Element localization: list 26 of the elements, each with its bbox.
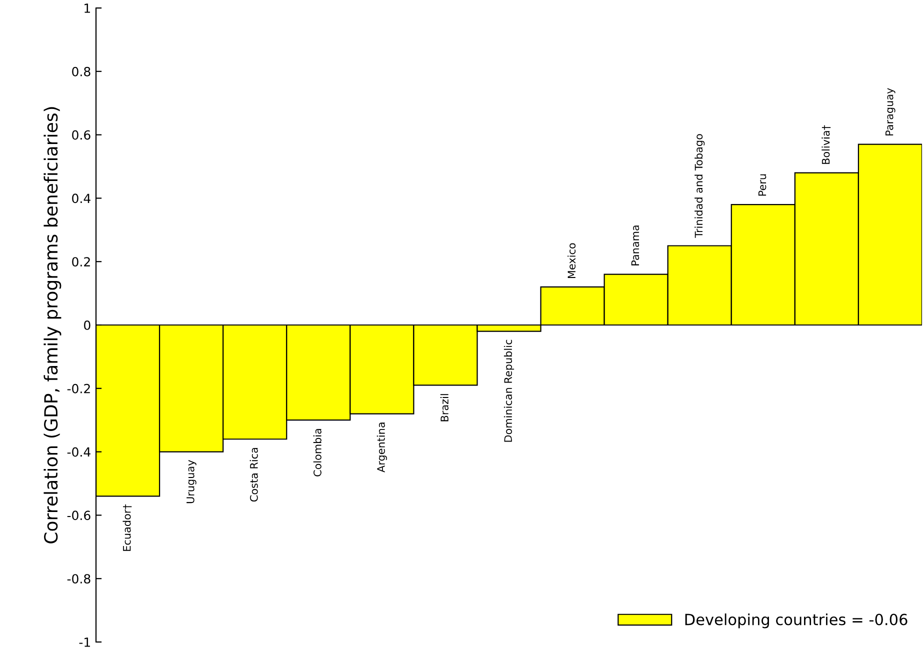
x-tick-label: Panama <box>631 226 640 266</box>
y-tick-label: 0.8 <box>72 66 90 76</box>
legend-label: Developing countries = -0.06 <box>685 613 908 628</box>
x-tick-label: Dominican Republic <box>504 340 514 442</box>
y-tick-label: 1 <box>84 4 90 13</box>
x-tick-label: Brazil <box>440 394 448 422</box>
x-tick-label: Paraguay <box>886 88 896 136</box>
x-tick-label: Colombia <box>313 428 322 476</box>
y-tick-label: 0.4 <box>72 194 90 204</box>
x-tick-label: Costa Rica <box>250 448 258 502</box>
y-tick-label: -0.8 <box>67 574 90 584</box>
y-axis-title: Correlation (GDP, family programs beneficiaries) <box>44 107 62 544</box>
x-tick-label: Ecuador† <box>122 504 132 551</box>
y-tick-label: -0.6 <box>67 510 90 520</box>
y-tick-label: 0 <box>84 320 90 330</box>
y-tick-label: 0.2 <box>72 257 90 267</box>
x-tick-label: Peru <box>758 174 766 196</box>
x-tick-label: Argentina <box>376 422 387 472</box>
y-tick-label: -0.2 <box>67 384 90 394</box>
x-tick-label: Trinidad and Tobago <box>694 134 705 238</box>
y-tick-label: 0.6 <box>72 130 90 140</box>
x-tick-label: Uruguay <box>186 460 196 504</box>
x-tick-label: Bolivia† <box>822 125 831 164</box>
y-tick-label: -0.4 <box>67 447 90 457</box>
y-tick-label: -1 <box>79 638 90 647</box>
x-tick-label: Mexico <box>568 243 576 278</box>
